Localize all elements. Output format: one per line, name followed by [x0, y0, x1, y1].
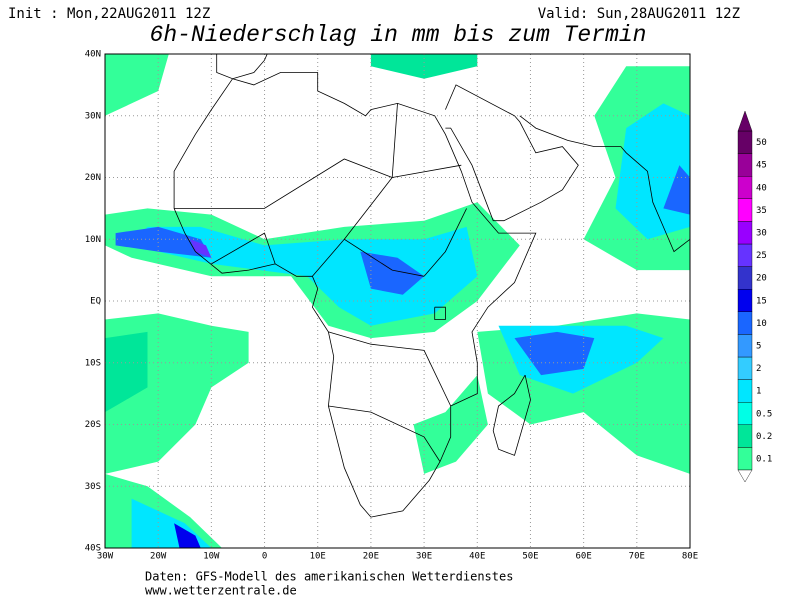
lat-label: 10S	[85, 358, 101, 368]
precip-area	[663, 165, 690, 215]
precip-area	[190, 239, 212, 258]
legend-label: 20	[756, 274, 767, 284]
coastline	[312, 238, 425, 277]
legend-label: 35	[756, 206, 767, 216]
coastline	[423, 208, 467, 277]
init-time: Init : Mon,22AUG2011 12Z	[8, 6, 210, 22]
map-area	[105, 54, 690, 548]
lat-label: 20S	[85, 420, 101, 430]
legend-top-arrow	[737, 110, 753, 132]
legend-label: 0.5	[756, 409, 772, 419]
legend-label: 50	[756, 138, 767, 148]
lat-label: 20N	[85, 173, 101, 183]
coastline	[173, 72, 537, 518]
lat-label: 40N	[85, 50, 101, 60]
lon-label: 50E	[522, 552, 538, 562]
lat-label: 10N	[85, 235, 101, 245]
precip-area	[514, 331, 595, 376]
lon-label: 0	[262, 552, 267, 562]
legend-swatch	[737, 356, 753, 380]
lon-label: 10E	[310, 552, 326, 562]
coastline	[392, 164, 462, 178]
legend-swatch	[737, 402, 753, 426]
legend-label: 0.2	[756, 432, 772, 442]
legend-label: 40	[756, 183, 767, 193]
legend-swatch	[737, 379, 753, 403]
lon-label: 70E	[629, 552, 645, 562]
legend-swatch	[737, 334, 753, 358]
lon-label: 10W	[203, 552, 220, 562]
coastline	[174, 158, 393, 209]
legend-swatch	[737, 424, 753, 448]
coastline	[328, 331, 452, 407]
legend-label: 1	[756, 387, 761, 397]
legend-label: 25	[756, 251, 767, 261]
lat-label: 30S	[85, 482, 101, 492]
legend-swatch	[737, 447, 753, 471]
map-frame	[104, 53, 691, 549]
legend-swatch	[737, 289, 753, 313]
legend-swatch	[737, 130, 753, 154]
precip-area	[105, 54, 169, 116]
legend-label: 0.1	[756, 455, 772, 465]
coastline	[216, 54, 268, 80]
legend-swatch	[737, 311, 753, 335]
legend-swatch	[737, 266, 753, 290]
legend-label: 2	[756, 364, 761, 374]
precip-area	[105, 331, 148, 413]
legend-label: 30	[756, 229, 767, 239]
website: www.wetterzentrale.de	[145, 584, 297, 598]
valid-time: Valid: Sun,28AUG2011 12Z	[538, 6, 740, 22]
legend-label: 15	[756, 296, 767, 306]
coastline	[434, 306, 446, 320]
lon-label: 40E	[469, 552, 485, 562]
precip-area	[115, 226, 212, 258]
lat-label: 40S	[85, 544, 101, 554]
coastline	[328, 405, 441, 462]
legend-swatch	[737, 175, 753, 199]
precip-area	[131, 226, 478, 326]
lon-label: 30W	[97, 552, 114, 562]
legend-label: 10	[756, 319, 767, 329]
lat-label: EQ	[90, 297, 101, 307]
lon-label: 80E	[682, 552, 698, 562]
precip-area	[174, 523, 201, 548]
legend-swatch	[737, 198, 753, 222]
legend-bottom-arrow	[737, 469, 753, 483]
coastline	[519, 115, 690, 253]
lon-label: 20E	[363, 552, 379, 562]
legend-label: 45	[756, 161, 767, 171]
lat-label: 30N	[85, 111, 101, 121]
coastline	[492, 374, 531, 456]
map-title: 6h-Niederschlag in mm bis zum Termin	[150, 22, 647, 48]
lon-label: 20W	[150, 552, 167, 562]
legend-swatch	[737, 153, 753, 177]
legend-swatch	[737, 243, 753, 267]
coastline	[445, 84, 579, 222]
data-source: Daten: GFS-Modell des amerikanischen Wet…	[145, 570, 513, 584]
legend-label: 5	[756, 342, 761, 352]
lon-label: 30E	[416, 552, 432, 562]
coastline	[211, 232, 276, 265]
legend-swatch	[737, 221, 753, 245]
lon-label: 60E	[576, 552, 592, 562]
precip-area	[360, 251, 425, 295]
